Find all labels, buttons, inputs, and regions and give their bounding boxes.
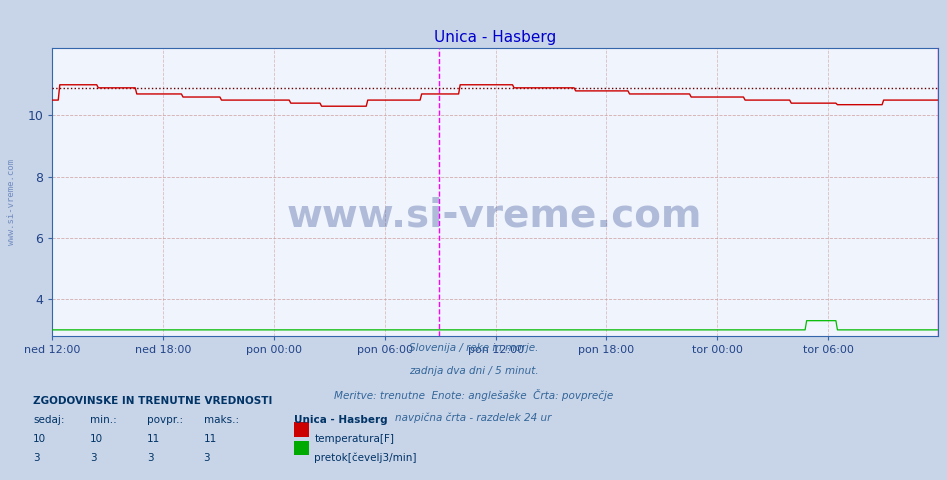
Title: Unica - Hasberg: Unica - Hasberg bbox=[434, 30, 556, 46]
Text: 11: 11 bbox=[147, 434, 160, 444]
Text: 11: 11 bbox=[204, 434, 217, 444]
Text: Unica - Hasberg: Unica - Hasberg bbox=[294, 415, 387, 425]
Text: 10: 10 bbox=[90, 434, 103, 444]
Text: Slovenija / reke in morje.: Slovenija / reke in morje. bbox=[409, 343, 538, 353]
Text: www.si-vreme.com: www.si-vreme.com bbox=[287, 196, 703, 234]
Text: min.:: min.: bbox=[90, 415, 116, 425]
Text: sedaj:: sedaj: bbox=[33, 415, 64, 425]
Text: pretok[čevelj3/min]: pretok[čevelj3/min] bbox=[314, 453, 417, 463]
Text: 3: 3 bbox=[204, 453, 210, 463]
Text: 10: 10 bbox=[33, 434, 46, 444]
Text: temperatura[F]: temperatura[F] bbox=[314, 434, 394, 444]
Text: ZGODOVINSKE IN TRENUTNE VREDNOSTI: ZGODOVINSKE IN TRENUTNE VREDNOSTI bbox=[33, 396, 273, 406]
Text: 3: 3 bbox=[33, 453, 40, 463]
Text: 3: 3 bbox=[147, 453, 153, 463]
Text: maks.:: maks.: bbox=[204, 415, 239, 425]
Text: 3: 3 bbox=[90, 453, 97, 463]
Text: navpična črta - razdelek 24 ur: navpična črta - razdelek 24 ur bbox=[395, 412, 552, 423]
Text: www.si-vreme.com: www.si-vreme.com bbox=[7, 158, 16, 245]
Text: povpr.:: povpr.: bbox=[147, 415, 183, 425]
Text: zadnja dva dni / 5 minut.: zadnja dva dni / 5 minut. bbox=[409, 366, 538, 376]
Text: Meritve: trenutne  Enote: anglešaške  Črta: povprečje: Meritve: trenutne Enote: anglešaške Črta… bbox=[334, 389, 613, 401]
